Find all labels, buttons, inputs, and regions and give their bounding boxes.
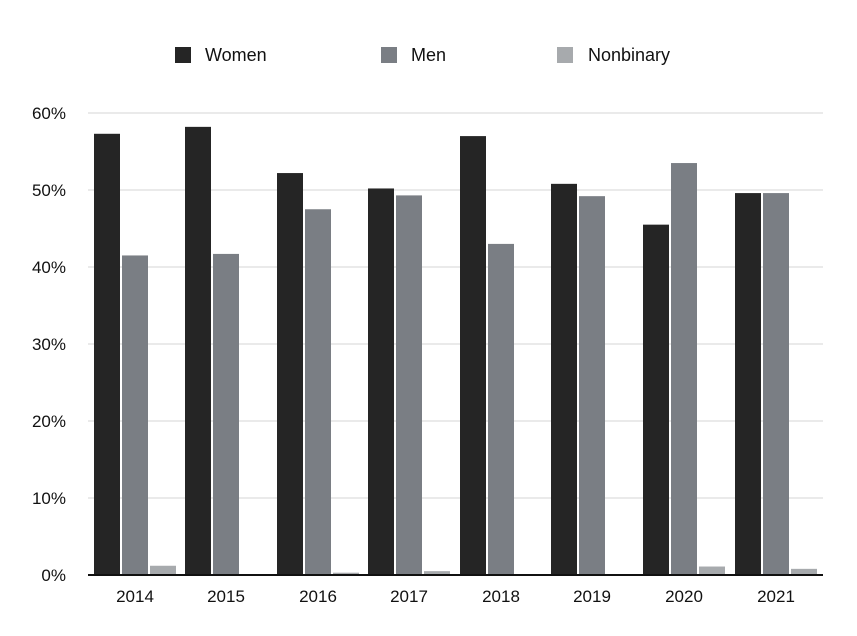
y-tick-label: 60%	[32, 104, 66, 123]
bar-men-2015	[213, 253, 239, 575]
legend-label-nonbinary: Nonbinary	[588, 45, 670, 65]
bar-women-2016	[277, 173, 303, 575]
x-tick-label: 2020	[665, 587, 703, 606]
bar-women-2017	[368, 188, 394, 575]
legend-label-men: Men	[411, 45, 446, 65]
bar-men-2017	[396, 195, 422, 575]
bar-nonbinary-2016	[333, 572, 359, 575]
x-tick-label: 2018	[482, 587, 520, 606]
bar-men-2016	[305, 209, 331, 575]
bars	[94, 126, 817, 576]
bar-men-2020	[671, 163, 697, 576]
x-tick-label: 2014	[116, 587, 154, 606]
bar-men-2019	[579, 196, 605, 575]
legend-swatch-nonbinary	[557, 47, 573, 63]
bar-women-2021	[735, 193, 761, 575]
bar-nonbinary-2020	[699, 566, 725, 575]
y-axis-ticks: 0% 10% 20% 30% 40% 50% 60%	[32, 104, 66, 585]
y-tick-label: 30%	[32, 335, 66, 354]
bar-women-2015	[185, 126, 211, 576]
bar-nonbinary-2017	[424, 571, 450, 575]
x-tick-label: 2017	[390, 587, 428, 606]
legend-label-women: Women	[205, 45, 267, 65]
bar-women-2014	[94, 133, 120, 576]
bar-women-2018	[460, 136, 486, 575]
bar-men-2018	[488, 243, 514, 575]
y-tick-label: 40%	[32, 258, 66, 277]
y-tick-label: 0%	[41, 566, 66, 585]
bar-men-2014	[122, 255, 148, 575]
legend-swatch-women	[175, 47, 191, 63]
x-tick-label: 2015	[207, 587, 245, 606]
y-tick-label: 10%	[32, 489, 66, 508]
legend: Women Men Nonbinary	[175, 45, 670, 65]
x-tick-label: 2019	[573, 587, 611, 606]
y-tick-label: 50%	[32, 181, 66, 200]
bar-women-2019	[551, 183, 577, 575]
legend-swatch-men	[381, 47, 397, 63]
x-tick-label: 2021	[757, 587, 795, 606]
x-axis-ticks: 2014 2015 2016 2017 2018 2019 2020 2021	[116, 587, 795, 606]
bar-women-2020	[643, 224, 669, 575]
bar-nonbinary-2021	[791, 568, 817, 575]
x-tick-label: 2016	[299, 587, 337, 606]
bar-men-2021	[763, 193, 789, 575]
y-tick-label: 20%	[32, 412, 66, 431]
bar-nonbinary-2014	[150, 565, 176, 575]
